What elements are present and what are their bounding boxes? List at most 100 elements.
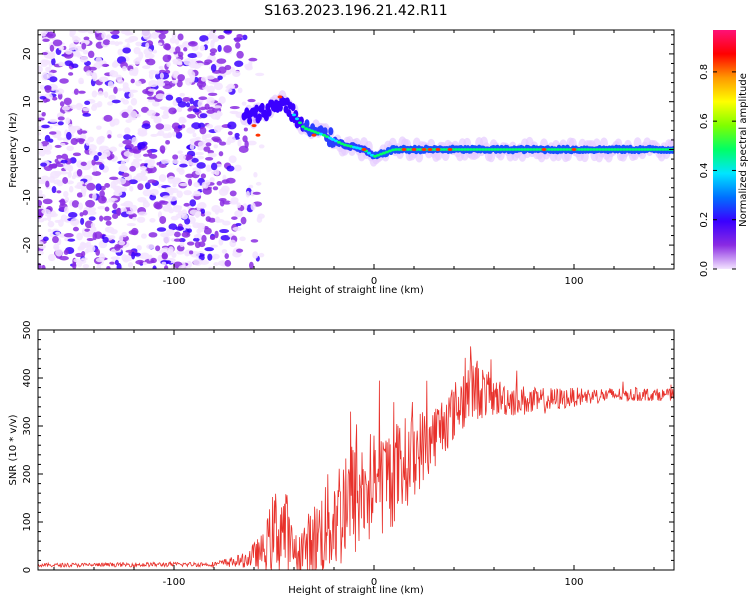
- noise-blob: [200, 173, 207, 179]
- ridge-core: [463, 148, 467, 151]
- noise-blob: [204, 40, 210, 45]
- noise-blob: [132, 216, 137, 221]
- noise-blob: [84, 228, 91, 232]
- ridge-core: [397, 148, 401, 151]
- ridge-core: [472, 148, 476, 151]
- noise-blob: [38, 149, 46, 157]
- colorbar-tick-label: 0.2: [699, 212, 710, 228]
- noise-blob: [172, 131, 177, 138]
- noise-blob: [38, 250, 44, 256]
- noise-blob: [179, 182, 189, 187]
- noise-blob: [81, 251, 86, 257]
- noise-blob: [64, 60, 73, 67]
- noise-blob: [204, 138, 213, 144]
- ridge-core: [301, 125, 305, 129]
- noise-blob: [141, 233, 147, 239]
- noise-blob: [142, 65, 151, 69]
- noise-blob: [51, 57, 56, 66]
- noise-blob: [52, 39, 63, 47]
- noise-blob: [158, 174, 167, 183]
- noise-blob: [142, 261, 148, 266]
- noise-blob: [41, 264, 46, 269]
- noise-blob: [160, 159, 171, 164]
- noise-blob: [56, 154, 63, 159]
- noise-blob: [58, 45, 65, 51]
- noise-blob: [168, 107, 177, 115]
- hot-spot: [251, 124, 257, 128]
- noise-blob: [173, 238, 182, 242]
- noise-blob: [116, 178, 127, 185]
- noise-blob: [206, 96, 215, 105]
- noise-blob: [146, 96, 155, 100]
- noise-blob: [207, 152, 217, 158]
- noise-blob: [135, 80, 142, 87]
- ridge-core: [664, 148, 668, 151]
- noise-blob: [173, 70, 179, 78]
- ridge-core: [493, 148, 497, 151]
- noise-blob: [179, 241, 185, 248]
- noise-blob: [69, 104, 77, 110]
- noise-blob: [72, 226, 79, 232]
- noise-blob: [104, 182, 111, 188]
- noise-blob: [111, 61, 119, 68]
- noise-blob: [177, 51, 184, 58]
- ridge-core: [613, 148, 617, 151]
- noise-blob: [156, 81, 166, 87]
- ridge-core: [340, 142, 344, 146]
- noise-blob: [85, 241, 92, 248]
- noise-blob: [72, 36, 81, 43]
- noise-blob: [82, 107, 90, 112]
- ridge-core: [367, 151, 371, 155]
- noise-blob: [73, 258, 80, 263]
- noise-blob: [194, 151, 204, 156]
- noise-blob: [213, 262, 220, 266]
- noise-blob: [107, 134, 112, 139]
- noise-blob: [215, 218, 225, 223]
- noise-blob: [200, 208, 206, 214]
- noise-blob: [148, 158, 155, 166]
- noise-blob: [211, 253, 220, 260]
- ridge-core: [529, 148, 533, 151]
- noise-blob: [91, 159, 96, 166]
- noise-blob: [95, 257, 105, 263]
- noise-blob: [135, 259, 145, 265]
- noise-blob: [102, 39, 111, 46]
- noise-blob: [213, 126, 222, 133]
- noise-blob: [61, 105, 70, 111]
- ridge-core: [328, 136, 332, 140]
- noise-blob: [54, 170, 62, 177]
- noise-blob: [70, 218, 80, 227]
- noise-blob: [234, 60, 244, 67]
- noise-blob: [120, 30, 131, 35]
- noise-blob: [227, 121, 237, 130]
- ridge-core: [526, 148, 530, 151]
- noise-blob: [39, 84, 46, 90]
- colorbar-tick-label: 0.6: [699, 113, 710, 129]
- noise-blob: [53, 246, 59, 250]
- noise-blob: [80, 217, 85, 225]
- noise-blob: [171, 79, 178, 84]
- noise-blob: [177, 150, 183, 155]
- noise-blob: [136, 216, 146, 223]
- noise-blob: [92, 232, 98, 241]
- noise-blob: [85, 139, 91, 146]
- noise-blob: [155, 93, 166, 100]
- noise-blob: [38, 132, 42, 136]
- noise-blob: [80, 161, 87, 167]
- noise-blob: [199, 35, 209, 42]
- noise-blob: [91, 71, 97, 78]
- noise-blob: [196, 202, 207, 209]
- noise-blob: [151, 101, 160, 107]
- noise-blob: [218, 238, 224, 246]
- noise-blob: [160, 106, 169, 111]
- noise-blob: [255, 181, 262, 186]
- noise-blob: [195, 136, 201, 140]
- noise-blob: [244, 63, 253, 69]
- noise-blob: [145, 42, 150, 49]
- noise-blob: [185, 77, 193, 86]
- noise-blob: [91, 171, 102, 176]
- noise-blob: [219, 229, 230, 234]
- ridge-core: [481, 148, 485, 151]
- noise-blob: [223, 45, 232, 53]
